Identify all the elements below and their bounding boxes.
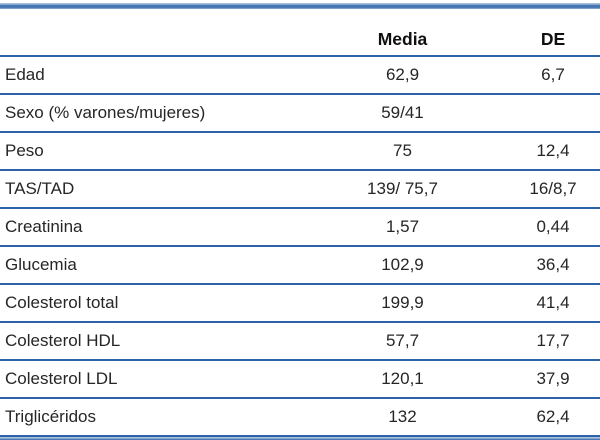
row-label: Creatinina [5,217,83,236]
row-media-value: 75 [393,141,412,160]
row-media-value: 139/ 75,7 [367,179,438,198]
row-media-value: 1,57 [385,217,420,236]
table-row: Peso 75 12,4 [0,133,600,171]
row-de-value: 36,4 [536,255,570,274]
table-row: Creatinina 1,57 0,44 [0,209,600,247]
row-label: Edad [5,65,45,84]
row-label: Peso [5,141,44,160]
row-media-value: 57,7 [385,331,420,350]
header-cell-de: DE [540,29,566,49]
row-label: Colesterol total [5,293,119,312]
row-label: Glucemia [5,255,77,274]
table-header-row: Media DE [0,9,600,57]
table-row: Glucemia 102,9 36,4 [0,247,600,285]
row-de-value: 12,4 [536,141,570,160]
row-media-value: 62,9 [385,65,420,84]
row-media-value: 120,1 [381,369,424,388]
table-bottom-border-rule [0,437,600,440]
row-media-value: 132 [388,407,417,426]
row-media-value: 59/41 [381,103,424,122]
row-label: Sexo (% varones/mujeres) [5,103,206,122]
header-cell-media: Media [377,29,428,49]
row-de-value: 62,4 [536,407,570,426]
table-row: TAS/TAD 139/ 75,7 16/8,7 [0,171,600,209]
row-label: Triglicéridos [5,407,97,426]
row-de-value: 37,9 [536,369,570,388]
row-de-value: 0,44 [536,217,570,236]
table-row: Colesterol LDL 120,1 37,9 [0,361,600,399]
row-de-value: 41,4 [536,293,570,312]
row-label: Colesterol LDL [5,369,118,388]
row-media-value: 199,9 [381,293,424,312]
row-label: TAS/TAD [5,179,75,198]
table-row: Colesterol HDL 57,7 17,7 [0,323,600,361]
table-row: Sexo (% varones/mujeres) 59/41 [0,95,600,133]
table-row: Colesterol total 199,9 41,4 [0,285,600,323]
row-label: Colesterol HDL [5,331,121,350]
row-de-value: 17,7 [536,331,570,350]
row-media-value: 102,9 [381,255,424,274]
row-de-value: 16/8,7 [529,179,577,198]
table-row: Triglicéridos 132 62,4 [0,399,600,437]
table-top-border-rule [0,3,600,9]
row-de-value: 6,7 [541,65,565,84]
table-row: Edad 62,9 6,7 [0,57,600,95]
